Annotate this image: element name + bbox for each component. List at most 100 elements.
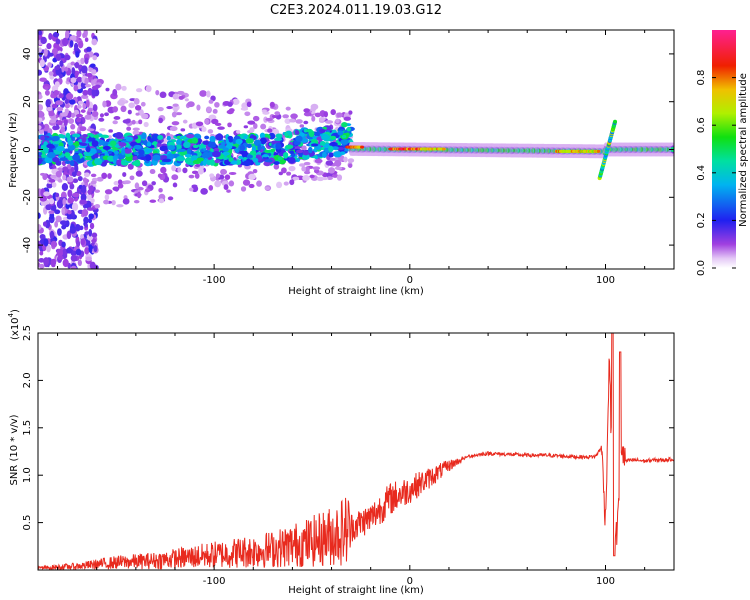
spectrogram-cell xyxy=(121,149,126,156)
spectrogram-cell xyxy=(79,126,87,132)
spectrogram-cell xyxy=(302,175,310,181)
spectrogram-cell xyxy=(220,141,226,146)
spectrogram-cell xyxy=(52,156,60,163)
spectrogram-cell xyxy=(177,167,182,173)
spectrogram-cell xyxy=(175,112,183,116)
spectrogram-cell xyxy=(319,140,326,146)
spectrogram-cell xyxy=(44,86,49,90)
spectrogram-cell xyxy=(58,93,64,99)
spectrogram-cell xyxy=(94,189,101,193)
spectrogram-cell xyxy=(84,37,89,43)
spectrogram-cell xyxy=(214,180,222,188)
spectrogram-cell xyxy=(94,153,99,159)
spectrogram-cell xyxy=(143,121,149,128)
colorbar: 0.0 0.2 0.4 0.6 0.8 Normalized spectral ampl… xyxy=(696,30,749,276)
spectrogram-cell xyxy=(283,181,289,186)
spectrogram-cell xyxy=(75,113,84,118)
spectrogram-cell xyxy=(38,47,42,53)
y-tick-label: -20 xyxy=(22,189,33,205)
spectrogram-cell xyxy=(99,127,106,132)
spectrogram-cell xyxy=(309,174,315,179)
spectrogram-cell xyxy=(122,119,131,124)
spectrogram-cell xyxy=(176,156,186,162)
spectrogram-cell xyxy=(88,148,97,155)
spectrogram-cell xyxy=(264,159,273,163)
spectrogram-cell xyxy=(94,158,103,166)
spectrogram-cell xyxy=(204,118,210,125)
spectrogram-cell xyxy=(43,238,49,247)
spectrogram-cell xyxy=(122,172,127,178)
spectrogram-cell xyxy=(43,257,50,266)
spectrogram-cell xyxy=(55,53,62,62)
spectrogram-cell xyxy=(117,179,123,185)
spectrogram-cell xyxy=(64,99,69,105)
snr-y-scale-exponent: 4 xyxy=(7,312,15,317)
spectrogram-cell xyxy=(329,141,338,147)
colorbar-label: Normalized spectral amplitude xyxy=(738,73,749,227)
spectrogram-cell xyxy=(67,197,75,204)
spectrogram-cell xyxy=(38,128,44,135)
spectrogram-cell xyxy=(209,135,216,142)
spectrogram-cell xyxy=(86,46,92,52)
spectrogram-cell xyxy=(133,144,142,150)
spectrogram-cell xyxy=(290,113,298,119)
spectrogram-cell xyxy=(264,149,271,154)
spectrogram-cell xyxy=(276,181,283,189)
spectrogram-cell xyxy=(45,99,51,108)
spectrogram-cell xyxy=(70,123,76,130)
spectrogram-cell xyxy=(289,179,295,186)
spectrogram-cell xyxy=(38,151,43,156)
spectrogram-cell xyxy=(78,41,84,49)
spectrogram-cell xyxy=(160,166,167,174)
spectrogram-cell xyxy=(289,150,295,155)
spectrogram-cell xyxy=(55,170,62,178)
spectrogram-cell xyxy=(303,161,311,166)
spectrogram-cell xyxy=(59,60,64,68)
spectrogram-cell xyxy=(248,173,256,180)
spectrogram-cell xyxy=(120,159,126,166)
y-tick-label: 0.5 xyxy=(22,515,33,531)
svg-text:(x104): (x104) xyxy=(7,309,21,340)
spectrogram-cell xyxy=(56,119,63,126)
spectrogram-cell xyxy=(39,59,46,68)
spectrogram-cell xyxy=(135,170,143,177)
spectrogram-cell xyxy=(57,255,64,261)
spectrogram-cell xyxy=(81,65,88,74)
spectrogram-cell xyxy=(323,111,329,118)
spectrogram-cell xyxy=(78,145,86,149)
x-tick-label: 0 xyxy=(407,275,413,286)
spectrogram-cell xyxy=(91,140,99,148)
spectrogram-cell xyxy=(138,149,145,156)
spectrogram-cell xyxy=(84,77,89,85)
spectrogram-cell xyxy=(214,159,221,164)
spectrogram-cell xyxy=(212,150,221,158)
spectrogram-cell xyxy=(223,156,228,160)
spectrogram-cell xyxy=(209,173,215,178)
spectrogram-cell xyxy=(81,209,89,217)
spectrogram-cell xyxy=(322,134,330,140)
spectrogram-cell xyxy=(94,204,101,209)
spectrogram-cell xyxy=(72,192,80,198)
spectrogram-cell xyxy=(80,193,87,202)
spectrogram-cell xyxy=(83,172,90,178)
spectrogram-cell xyxy=(92,104,98,112)
spectrogram-cell xyxy=(206,90,211,98)
spectrogram-cell xyxy=(202,159,207,166)
spectrogram-cell xyxy=(198,167,204,175)
spectrogram-cell xyxy=(80,57,85,65)
spectrogram-cell xyxy=(240,186,247,192)
spectrogram-cell xyxy=(43,48,48,57)
spectrogram-cell xyxy=(159,145,169,152)
spectrogram-cell xyxy=(167,144,176,151)
spectrogram-cell xyxy=(38,30,43,36)
spectrogram-cell xyxy=(98,139,105,146)
spectrogram-cell xyxy=(182,119,188,124)
spectrogram-cell xyxy=(89,222,95,230)
spectrogram-cell xyxy=(314,112,322,118)
spectrogram-cell xyxy=(104,194,110,201)
spectrogram-cell xyxy=(59,220,67,226)
spectrogram-cell xyxy=(115,83,122,91)
spectrogram-cell xyxy=(98,117,105,122)
spectrogram-cell xyxy=(133,135,139,140)
spectrogram-cell xyxy=(301,145,307,152)
